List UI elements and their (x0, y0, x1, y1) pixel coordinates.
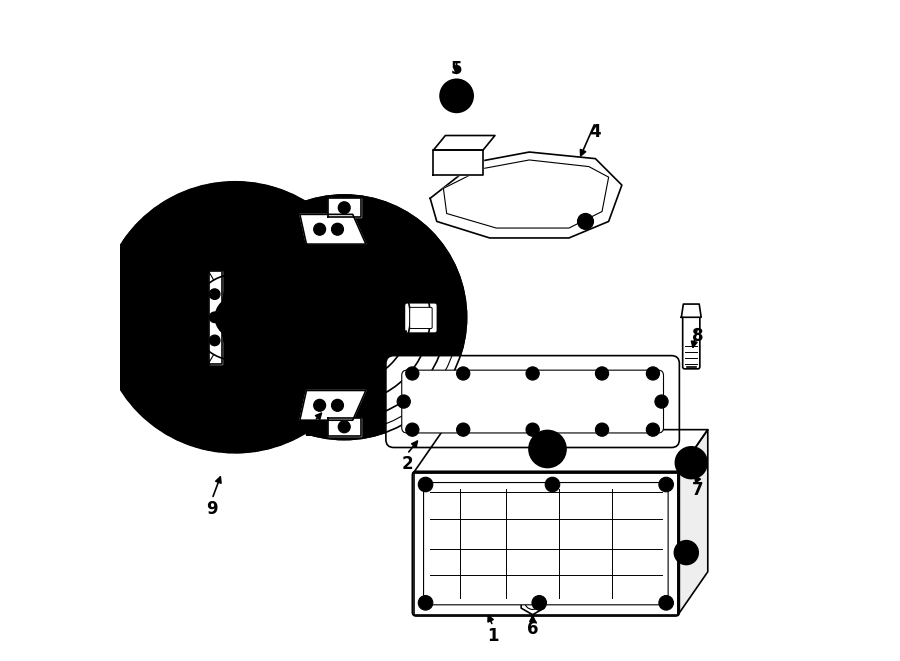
FancyBboxPatch shape (412, 471, 680, 616)
Circle shape (210, 289, 220, 299)
Polygon shape (678, 430, 707, 615)
Circle shape (406, 367, 419, 380)
Text: 1: 1 (487, 627, 499, 645)
Circle shape (418, 596, 433, 610)
Text: 10: 10 (303, 422, 326, 440)
Polygon shape (300, 391, 366, 420)
Polygon shape (444, 160, 608, 228)
Circle shape (288, 284, 305, 301)
Circle shape (456, 423, 470, 436)
Text: 6: 6 (526, 620, 538, 639)
Circle shape (418, 477, 433, 492)
Circle shape (338, 421, 350, 433)
Text: 9: 9 (206, 500, 218, 518)
Circle shape (100, 182, 371, 453)
Circle shape (332, 305, 356, 329)
Circle shape (646, 423, 660, 436)
Circle shape (659, 596, 673, 610)
Text: 2: 2 (401, 455, 413, 473)
Circle shape (215, 297, 255, 337)
Polygon shape (430, 152, 622, 238)
Circle shape (166, 284, 183, 301)
Circle shape (596, 367, 608, 380)
FancyBboxPatch shape (424, 483, 668, 605)
Polygon shape (434, 136, 495, 150)
Circle shape (655, 395, 668, 408)
Circle shape (532, 596, 546, 610)
Circle shape (314, 399, 326, 411)
Circle shape (596, 423, 608, 436)
Circle shape (331, 223, 344, 235)
Circle shape (397, 395, 410, 408)
Polygon shape (521, 588, 544, 615)
Circle shape (529, 430, 566, 467)
FancyBboxPatch shape (401, 370, 663, 433)
Circle shape (210, 312, 220, 323)
Circle shape (252, 248, 269, 265)
Polygon shape (414, 430, 707, 473)
Polygon shape (414, 473, 678, 615)
Text: 5: 5 (451, 60, 463, 79)
Circle shape (314, 223, 326, 235)
Circle shape (202, 248, 219, 265)
Text: 7: 7 (692, 481, 704, 500)
Polygon shape (328, 198, 361, 217)
Circle shape (578, 214, 593, 229)
Circle shape (545, 477, 560, 492)
Circle shape (674, 541, 698, 564)
Circle shape (526, 367, 539, 380)
Polygon shape (328, 418, 361, 436)
Circle shape (210, 335, 220, 346)
Circle shape (646, 367, 660, 380)
Circle shape (222, 195, 466, 440)
Text: 3: 3 (384, 340, 396, 358)
Circle shape (675, 447, 707, 479)
Circle shape (526, 423, 539, 436)
Circle shape (440, 79, 473, 112)
Circle shape (338, 202, 350, 214)
Polygon shape (681, 304, 701, 317)
Circle shape (331, 399, 344, 411)
Polygon shape (300, 214, 366, 244)
FancyBboxPatch shape (410, 307, 432, 329)
Circle shape (166, 334, 183, 351)
FancyBboxPatch shape (386, 356, 680, 447)
Circle shape (659, 477, 673, 492)
Polygon shape (434, 150, 483, 175)
Circle shape (406, 423, 419, 436)
FancyBboxPatch shape (683, 315, 700, 369)
Circle shape (202, 369, 219, 387)
Text: 4: 4 (590, 123, 601, 141)
Circle shape (288, 334, 305, 351)
Circle shape (252, 369, 269, 387)
Text: 8: 8 (692, 327, 704, 345)
Polygon shape (209, 271, 222, 364)
Circle shape (683, 454, 700, 471)
FancyBboxPatch shape (404, 303, 437, 333)
Circle shape (448, 87, 465, 104)
Circle shape (456, 367, 470, 380)
Circle shape (537, 438, 558, 459)
